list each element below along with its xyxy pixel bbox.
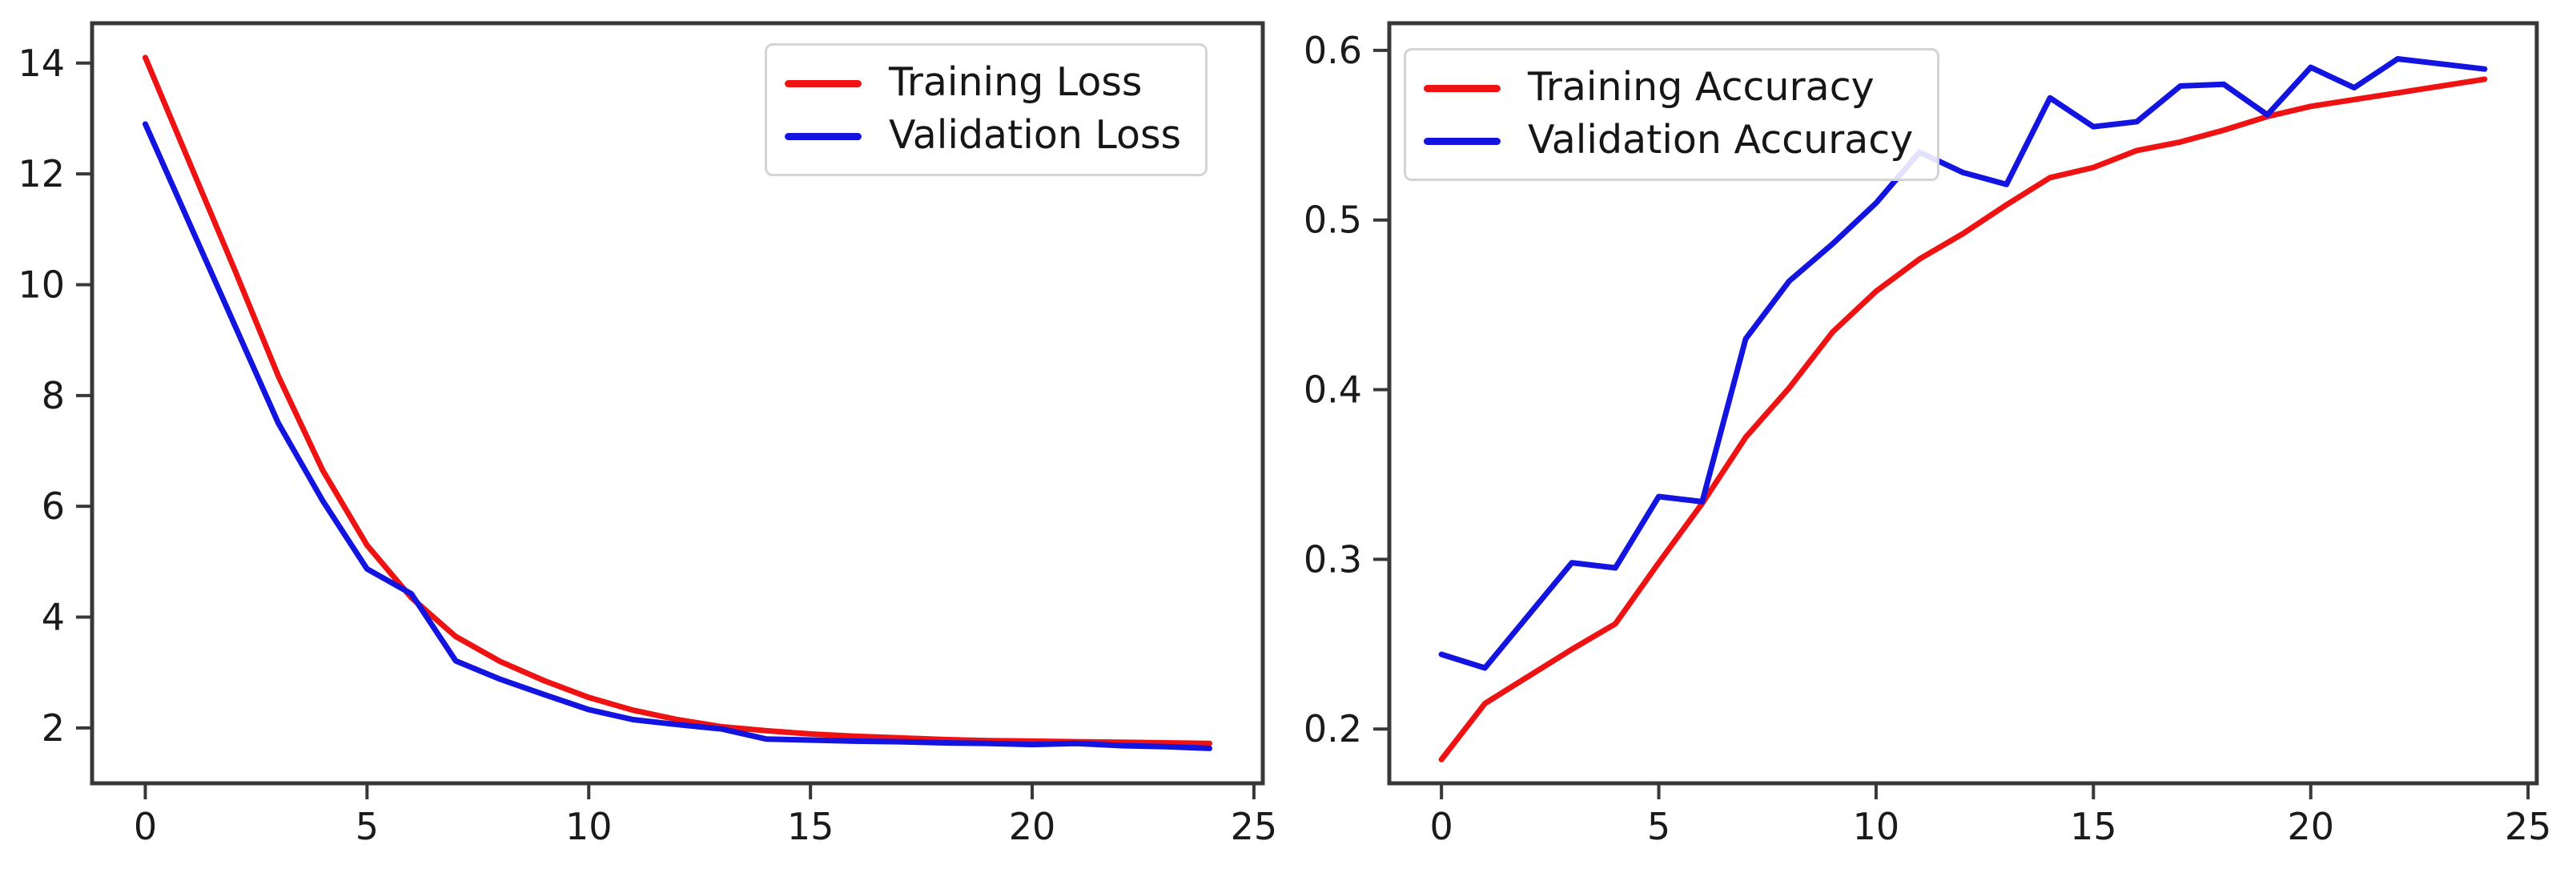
x-tick-label: 5 — [1647, 805, 1670, 848]
training-loss-legend-label: Training Loss — [888, 58, 1143, 105]
validation-accuracy-legend-label: Validation Accuracy — [1528, 116, 1914, 163]
x-tick-label: 10 — [565, 805, 613, 848]
y-tick-label: 0.4 — [1304, 368, 1362, 412]
loss-chart: 0 5 10 15 20 25 2 4 6 8 10 12 14 — [18, 21, 1278, 848]
loss-chart-panel: 0 5 10 15 20 25 2 4 6 8 10 12 14 Training Loss Valid… — [18, 21, 1278, 848]
y-tick-label: 4 — [42, 595, 65, 638]
y-tick-label: 0.5 — [1304, 199, 1362, 242]
x-tick-label: 0 — [134, 805, 157, 848]
x-tick-label: 20 — [2287, 805, 2334, 848]
accuracy-chart: 0 5 10 15 20 25 0.2 0.3 0.4 0.5 0.6 — [1304, 21, 2552, 848]
y-tick-label: 10 — [18, 263, 65, 306]
validation-accuracy-legend-line-icon — [1424, 137, 1501, 145]
validation-loss-legend-label: Validation Loss — [888, 111, 1181, 158]
legend-item-validation-loss: Validation Loss — [784, 111, 1181, 161]
plot-border — [1387, 21, 2539, 786]
legend-item-training-accuracy: Training Accuracy — [1424, 63, 1913, 113]
x-tick-label: 25 — [2505, 805, 2552, 848]
y-tick-label: 12 — [18, 152, 65, 195]
plot-border — [90, 21, 1265, 786]
training-loss-legend-line-icon — [784, 79, 862, 87]
y-tick-label: 8 — [42, 374, 65, 417]
legend-item-training-loss: Training Loss — [784, 58, 1181, 108]
validation-loss-legend-line-icon — [784, 132, 862, 140]
x-tick-label: 20 — [1009, 805, 1056, 848]
training-loss-line — [143, 54, 1212, 746]
x-tick-label: 25 — [1231, 805, 1278, 848]
x-tick-label: 5 — [356, 805, 379, 848]
training-accuracy-legend-line-icon — [1424, 84, 1501, 92]
x-tick-label: 10 — [1853, 805, 1900, 848]
x-tick-label: 15 — [2070, 805, 2117, 848]
y-tick-label: 6 — [42, 485, 65, 528]
x-tick-label: 15 — [787, 805, 834, 848]
validation-accuracy-line — [1438, 56, 2488, 671]
y-tick-label: 0.3 — [1304, 537, 1362, 581]
y-tick-label: 0.2 — [1304, 707, 1362, 750]
validation-loss-line — [143, 121, 1212, 751]
legend-item-validation-accuracy: Validation Accuracy — [1424, 116, 1913, 166]
y-tick-label: 2 — [42, 706, 65, 750]
x-tick-label: 0 — [1429, 805, 1453, 848]
y-tick-label: 14 — [18, 42, 65, 85]
training-accuracy-line — [1438, 76, 2488, 762]
loss-legend: Training Loss Validation Loss — [764, 43, 1208, 176]
y-tick-label: 0.6 — [1304, 29, 1362, 72]
training-accuracy-legend-label: Training Accuracy — [1528, 63, 1875, 110]
accuracy-chart-panel: 0 5 10 15 20 25 0.2 0.3 0.4 0.5 0.6 Training Accur… — [1288, 0, 2576, 873]
accuracy-legend: Training Accuracy Validation Accuracy — [1404, 48, 1940, 181]
